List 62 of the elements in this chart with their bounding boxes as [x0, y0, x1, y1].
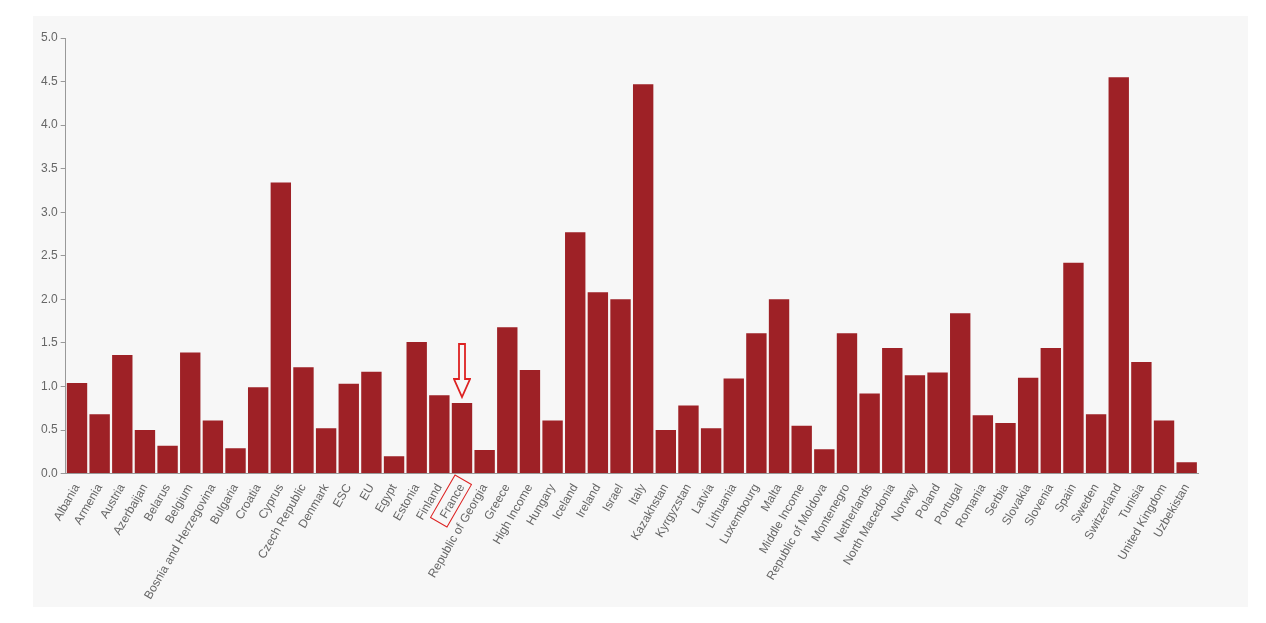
bar	[1063, 262, 1084, 474]
bar	[768, 299, 790, 474]
bar	[383, 456, 405, 474]
bar	[836, 333, 858, 474]
y-tick-label: 5.0	[40, 30, 58, 45]
bar	[587, 292, 609, 474]
y-tick-label: 3.5	[40, 160, 58, 175]
bar	[1131, 362, 1152, 474]
y-tick-label: 1.5	[40, 335, 58, 350]
bar	[610, 299, 631, 474]
y-tick-label: 4.0	[40, 117, 58, 132]
y-tick-label: 1.0	[40, 378, 58, 393]
y-tick-label: 0.0	[40, 465, 58, 480]
bar	[882, 348, 903, 474]
bar	[814, 449, 835, 474]
bar	[270, 182, 292, 474]
bar	[950, 313, 971, 474]
bar	[180, 352, 201, 474]
y-tick-label: 4.5	[40, 73, 58, 88]
bar	[746, 333, 767, 474]
bar	[202, 420, 224, 474]
bar	[632, 84, 654, 474]
bar	[293, 367, 314, 474]
bar	[542, 420, 563, 474]
bar	[429, 395, 450, 474]
y-tick-label: 2.5	[40, 248, 58, 263]
bar	[1153, 420, 1175, 474]
bar	[972, 415, 994, 474]
y-tick-label: 0.5	[40, 422, 58, 437]
bar	[655, 430, 676, 474]
bar	[700, 428, 722, 474]
bar	[791, 425, 812, 474]
bar	[247, 387, 269, 474]
bar	[361, 371, 382, 474]
bar	[723, 378, 744, 474]
bar	[927, 372, 948, 474]
bar	[338, 383, 359, 474]
bar	[1176, 462, 1197, 474]
bar	[134, 430, 156, 474]
bar	[519, 369, 541, 474]
bar	[1085, 414, 1107, 474]
bar	[315, 428, 337, 474]
bar	[1040, 348, 1061, 474]
bar	[1017, 377, 1039, 474]
bar	[451, 403, 473, 474]
bar	[112, 355, 133, 474]
x-tick-label: EU	[356, 481, 377, 503]
y-tick-label: 2.0	[40, 291, 58, 306]
bar	[859, 393, 880, 474]
bar	[1108, 77, 1129, 474]
y-tick-label: 3.0	[40, 204, 58, 219]
bar	[89, 414, 110, 474]
bar	[497, 327, 518, 474]
bar	[225, 448, 246, 474]
bar	[406, 342, 427, 474]
bar	[66, 382, 88, 474]
bar	[995, 423, 1016, 474]
bar	[474, 450, 495, 474]
bar	[904, 375, 926, 474]
bar	[157, 445, 178, 474]
bar	[565, 232, 586, 474]
bar	[678, 405, 699, 474]
